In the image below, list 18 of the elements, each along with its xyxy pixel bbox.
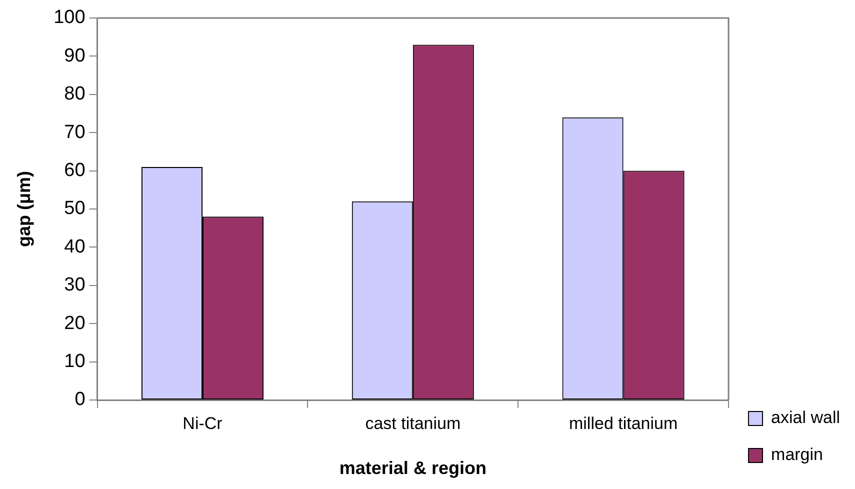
x-tick-label: milled titanium bbox=[568, 414, 678, 433]
y-axis-title: gap (μm) bbox=[14, 170, 34, 248]
y-tick-label: 80 bbox=[64, 84, 86, 105]
y-tick-label: 90 bbox=[64, 45, 86, 66]
y-tick-label: 10 bbox=[64, 351, 86, 372]
y-tick-label: 50 bbox=[64, 198, 86, 220]
y-tick-label: 100 bbox=[54, 7, 86, 28]
x-tick-label: cast titanium bbox=[365, 414, 461, 433]
legend-label: axial wall bbox=[771, 408, 840, 428]
y-tick-label: 30 bbox=[64, 274, 86, 296]
y-tick-label: 20 bbox=[64, 312, 86, 334]
x-tick-label: Ni-Cr bbox=[182, 414, 223, 433]
legend-label: margin bbox=[771, 445, 823, 464]
y-tick-label: 40 bbox=[64, 236, 86, 258]
x-axis-title: material & region bbox=[339, 458, 486, 478]
y-tick-label: 0 bbox=[74, 389, 86, 410]
y-tick-label: 60 bbox=[64, 160, 86, 182]
y-tick-label: 70 bbox=[64, 122, 86, 143]
